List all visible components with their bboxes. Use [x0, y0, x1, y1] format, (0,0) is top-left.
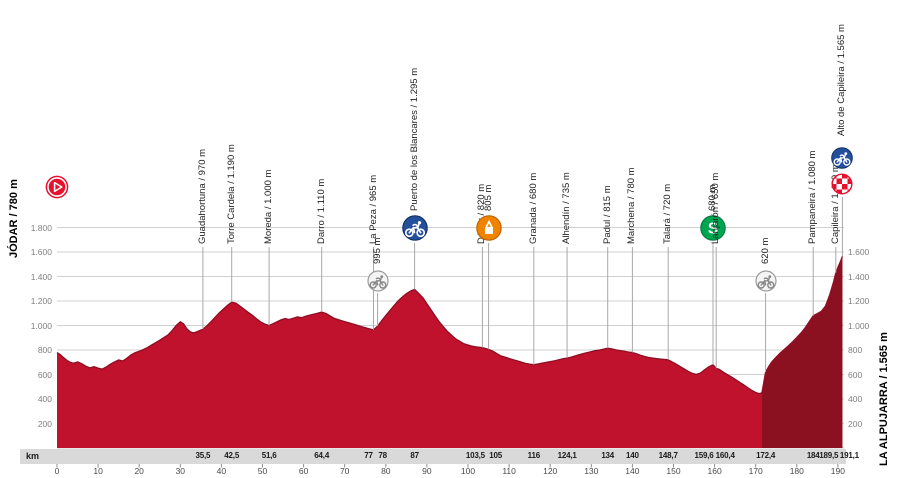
waypoint-label: 620 m [759, 237, 771, 264]
y-axis-label-right: 400 [848, 394, 863, 404]
waypoint-km-label: 160,4 [715, 451, 735, 460]
waypoint-label: Alhendín / 735 m [561, 172, 573, 244]
waypoint-label: Marchena / 780 m [626, 167, 638, 244]
waypoint-label: 995 m [371, 237, 383, 264]
waypoint-km-label: 42,5 [224, 451, 240, 460]
y-axis-label: 200 [37, 418, 52, 429]
y-axis-label: 400 [37, 394, 52, 404]
y-axis-label-right: 1.600 [848, 247, 870, 257]
waypoint-label: Lanjarón / 650 m [710, 172, 722, 244]
category-climb-icon [754, 270, 777, 292]
waypoint-km-label: 159,6 [694, 451, 714, 460]
waypoint-label: Moreda / 1.000 m [263, 169, 275, 244]
climb-summit-icon [401, 215, 428, 241]
y-axis-label-right: 1.400 [848, 271, 870, 282]
y-axis-label-right: 1.000 [848, 320, 870, 331]
waypoint-label: Darro / 1.110 m [315, 178, 327, 244]
km-strip: km 35,5 42,5 51,6 64,4 77 78 87 103,5 105 116 124,… [20, 449, 859, 464]
y-axis-label: 1.400 [30, 271, 52, 282]
waypoint-label: Puerto de los Blancares / 1.295 m [408, 67, 420, 211]
waypoint-km-label: 51,6 [261, 451, 277, 460]
waypoint-km-label: 134 [601, 451, 615, 460]
waypoint-label: 805 m [482, 184, 494, 211]
waypoint-label: Guadahortuna / 970 m [196, 148, 208, 244]
waypoint-km-label: 105 [489, 451, 502, 460]
svg-text:S: S [708, 221, 718, 238]
waypoint-km-label: 116 [527, 451, 541, 460]
waypoint-label: Alto de Capileira / 1.565 m [836, 24, 848, 136]
y-axis-label: 1.000 [30, 320, 52, 331]
y-axis-label-right: 200 [848, 418, 863, 429]
y-axis-label: 600 [37, 369, 52, 380]
y-axis-label: 1.800 [30, 222, 52, 233]
elevation-outline [56, 256, 844, 395]
waypoint-km-label: 35,5 [195, 451, 211, 460]
final-climb-area [761, 256, 843, 448]
climb-summit-icon [831, 147, 854, 169]
waypoint-km-label: 78 [378, 451, 387, 460]
waypoint-label: Talará / 720 m [662, 183, 674, 244]
waypoint-label: La Peza / 965 m [367, 174, 379, 244]
waypoint-km-label: 140 [626, 451, 639, 460]
waypoint-km-label: 64,4 [314, 451, 330, 460]
waypoint-km-label: 148,7 [658, 451, 678, 460]
waypoint-label: Padul / 815 m [601, 185, 613, 244]
waypoint-label: Torre Cardela / 1.190 m [225, 144, 237, 244]
waypoint-label: Granada / 680 m [527, 172, 539, 244]
y-axis-label-right: 600 [848, 369, 863, 380]
waypoint-km-label: 191,1 [839, 451, 859, 460]
waypoint-km-label: 77 [364, 451, 373, 460]
y-axis-label: 1.600 [30, 247, 52, 257]
waypoint-km-label: 103,5 [465, 451, 485, 460]
waypoint-km-label: 124,1 [557, 451, 577, 460]
waypoint-label: Pampaneira / 1.080 m [807, 150, 819, 244]
y-axis-label: 800 [37, 345, 52, 355]
feed-zone-icon [475, 215, 502, 241]
y-axis-label-right: 800 [848, 345, 863, 355]
waypoint-km-label: 184 [806, 451, 820, 460]
waypoint-km-label: 189,5 [819, 451, 839, 460]
km-unit-label: km [26, 451, 40, 461]
waypoint-km-label: 87 [410, 451, 419, 460]
finish-flag-icon [831, 173, 853, 195]
finish-location-label: LA ALPUJARRA / 1.565 m [878, 332, 890, 466]
intermediate-sprint-icon: S [700, 215, 726, 241]
elevation-area [57, 256, 843, 448]
category-climb-icon [366, 270, 389, 292]
waypoint-km-label: 172,4 [756, 451, 776, 460]
y-axis-label-right: 1.200 [848, 296, 870, 306]
y-axis-label: 1.200 [30, 296, 52, 306]
start-icon [45, 175, 69, 199]
